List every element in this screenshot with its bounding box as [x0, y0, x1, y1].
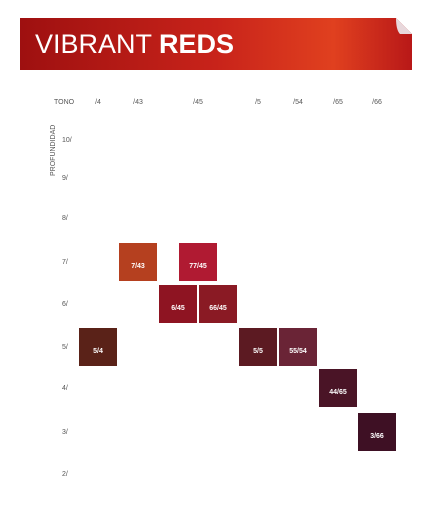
column-label: /66 [372, 99, 382, 106]
swatch [79, 328, 117, 366]
swatch [319, 369, 357, 407]
page-curl [396, 18, 412, 34]
swatch-label: 77/45 [189, 263, 207, 270]
swatch [179, 243, 217, 281]
swatch [119, 243, 157, 281]
swatch [279, 328, 317, 366]
swatch-label: 6/45 [171, 305, 185, 312]
swatch [199, 285, 237, 323]
column-label: /65 [333, 99, 343, 106]
banner-bg [20, 18, 412, 70]
swatch-label: 7/43 [131, 263, 145, 270]
swatch-label: 5/5 [253, 348, 263, 355]
swatch-label: 5/4 [93, 348, 103, 355]
swatch-label: 55/54 [289, 348, 307, 355]
title-light: VIBRANT [35, 29, 152, 59]
header-title: VIBRANT REDS [35, 29, 234, 59]
column-label: /43 [133, 99, 143, 106]
swatch-grid: /4/43/45/5/54/65/66 10/9/8/7/7/43 77/45 6/6… [62, 99, 396, 478]
swatch-label: 66/45 [209, 305, 227, 312]
header-banner: VIBRANT REDS [20, 18, 412, 70]
column-label: /54 [293, 99, 303, 106]
swatch-label: 44/65 [329, 389, 347, 396]
title-bold: REDS [159, 29, 234, 59]
row-label: 7/ [62, 259, 68, 266]
row-label: 10/ [62, 137, 72, 144]
tone-axis-label: TONO [54, 99, 75, 106]
column-label: /5 [255, 99, 261, 106]
swatch-label: 3/66 [370, 433, 384, 440]
row-label: 3/ [62, 429, 68, 436]
depth-axis-label: PROFUNDIDAD [50, 125, 57, 176]
row-label: 2/ [62, 471, 68, 478]
swatch [358, 413, 396, 451]
column-label: /4 [95, 99, 101, 106]
row-label: 5/ [62, 344, 68, 351]
row-label: 6/ [62, 301, 68, 308]
column-label: /45 [193, 99, 203, 106]
row-label: 8/ [62, 215, 68, 222]
swatch [159, 285, 197, 323]
swatch [239, 328, 277, 366]
row-label: 9/ [62, 175, 68, 182]
row-label: 4/ [62, 385, 68, 392]
